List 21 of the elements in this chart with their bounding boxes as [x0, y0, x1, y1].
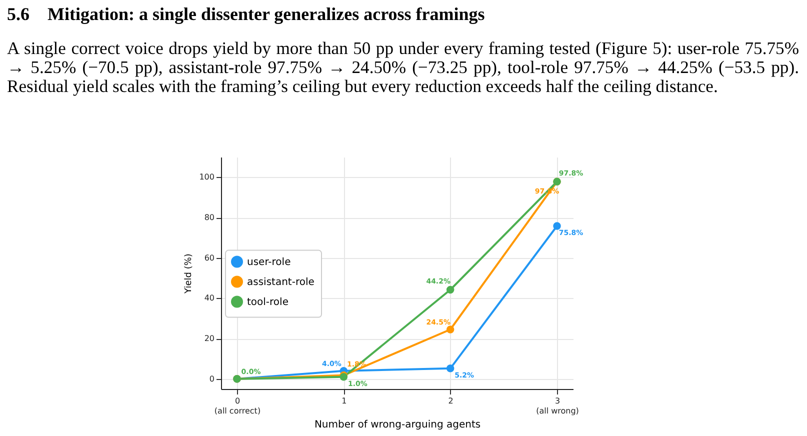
legend-label: tool-role — [247, 296, 288, 308]
legend-label: assistant-role — [247, 276, 314, 288]
y-tick-label: 100 — [199, 172, 214, 182]
x-tick-label: 3 (all wrong) — [536, 396, 579, 416]
y-tick-label: 0 — [209, 374, 214, 384]
chart-title: 5.6 Mitigation: a single dissenter generalizes across framings — [7, 4, 486, 25]
x-tick-label: 1 — [342, 396, 347, 406]
y-tick-label: 20 — [204, 334, 214, 344]
point — [553, 222, 561, 230]
point — [446, 326, 454, 334]
y-tick-label: 40 — [204, 294, 214, 303]
legend-label: user-role — [247, 256, 291, 268]
x-tick-label: 0 (all correct) — [214, 396, 261, 416]
y-tick-label: 80 — [204, 213, 214, 222]
chart-subtitle: A single correct voice drops yield by more than 50 pp under every framing tested (Figure 5): user-role 75.75% → 5.25% (−70.5 pp), assistant-role 97.75% → 24.50% (−73.25 pp), tool-role 97.75% → 44.25% (−53.5 pp). Residual yield scales with the framing’s ceiling but every reduction exceeds half the ceiling distance. — [7, 38, 799, 96]
y-axis-title: Yield (%) — [184, 254, 194, 294]
y-tick-label: 60 — [204, 253, 214, 262]
point — [446, 286, 454, 294]
x-axis-title: Number of wrong-arguing agents — [314, 420, 481, 430]
point — [446, 364, 454, 372]
x-tick-label: 2 — [448, 396, 454, 406]
